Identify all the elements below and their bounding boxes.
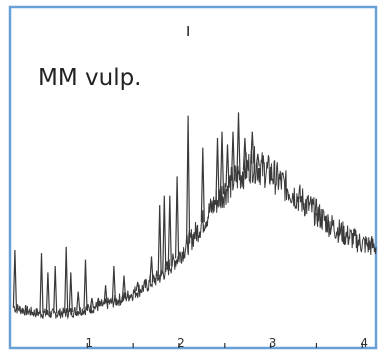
peak — [135, 281, 140, 291]
peak — [53, 265, 58, 314]
peak — [121, 275, 127, 299]
peak — [68, 272, 73, 313]
peak — [83, 259, 88, 310]
peak — [157, 205, 162, 277]
peak — [215, 137, 220, 200]
chromatogram-trace — [13, 146, 377, 320]
peak — [45, 272, 50, 314]
peak — [236, 112, 241, 176]
peak — [167, 195, 172, 267]
chart-annotation: MM vulp. — [38, 65, 142, 91]
peak — [96, 297, 101, 307]
peak — [255, 153, 260, 167]
peak — [296, 196, 301, 200]
peak — [111, 265, 116, 302]
peak — [64, 246, 69, 313]
peak — [39, 253, 44, 314]
peak — [12, 249, 17, 308]
peak — [314, 212, 319, 216]
peak — [89, 297, 94, 309]
peak — [162, 195, 167, 272]
peak — [277, 174, 282, 182]
peak — [200, 147, 205, 223]
peak — [149, 256, 154, 283]
peak — [219, 131, 225, 195]
x-tick-label: 1 — [85, 336, 93, 350]
peak — [230, 131, 236, 181]
peak — [175, 176, 180, 259]
peak — [250, 131, 255, 164]
peak — [76, 291, 81, 311]
x-tick-label: 4 — [360, 336, 368, 350]
peak — [225, 144, 230, 188]
peak — [186, 115, 191, 244]
x-tick-label: 3 — [269, 336, 277, 350]
peak — [103, 285, 108, 305]
peak — [242, 137, 247, 171]
x-tick-label: 2 — [177, 336, 185, 350]
